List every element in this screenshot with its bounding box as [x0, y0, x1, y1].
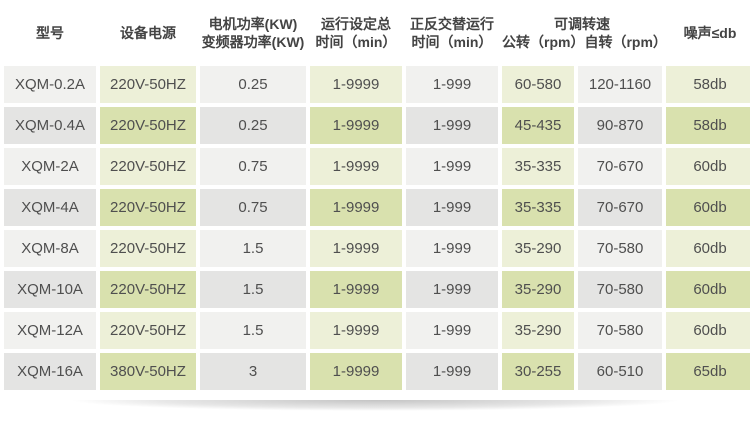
- table-body: XQM-0.2A 220V-50HZ 0.25 1-9999 1-999 60-580 12…: [4, 66, 750, 390]
- cell-motor-power: 1.5: [200, 230, 306, 267]
- cell-rotation: 70-670: [578, 148, 662, 185]
- header-run-time-line2: 时间（min）: [315, 34, 397, 50]
- cell-alt-time: 1-999: [406, 107, 498, 144]
- cell-motor-power: 3: [200, 353, 306, 390]
- cell-power-supply: 220V-50HZ: [100, 271, 196, 308]
- cell-noise: 58db: [666, 66, 750, 103]
- header-motor-power-line1: 电机功率(KW): [208, 15, 298, 32]
- table-header-row: 型号 设备电源 电机功率(KW) 变频器功率(KW) 运行设定总 时间（min）…: [4, 4, 750, 62]
- cell-alt-time: 1-999: [406, 66, 498, 103]
- table-row: XQM-10A 220V-50HZ 1.5 1-9999 1-999 35-290 70-5…: [4, 271, 750, 308]
- header-power-supply: 设备电源: [120, 24, 176, 41]
- cell-noise: 65db: [666, 353, 750, 390]
- cell-noise: 60db: [666, 312, 750, 349]
- cell-alt-time: 1-999: [406, 312, 498, 349]
- cell-noise: 58db: [666, 107, 750, 144]
- cell-power-supply: 220V-50HZ: [100, 312, 196, 349]
- cell-revolution: 45-435: [502, 107, 574, 144]
- cell-power-supply: 380V-50HZ: [100, 353, 196, 390]
- header-run-time: 运行设定总 时间（min）: [310, 4, 402, 62]
- header-model: 型号: [36, 24, 64, 41]
- cell-motor-power: 0.75: [200, 189, 306, 226]
- header-speed-rotation: 自转（rpm）: [584, 34, 667, 50]
- header-noise: 噪声≤db: [683, 24, 737, 41]
- cell-rotation: 90-870: [578, 107, 662, 144]
- cell-run-time: 1-9999: [310, 353, 402, 390]
- table-row: XQM-0.4A 220V-50HZ 0.25 1-9999 1-999 45-435 90…: [4, 107, 750, 144]
- header-speed-revolution: 公转（rpm）: [502, 34, 585, 50]
- cell-model: XQM-12A: [4, 312, 96, 349]
- header-alt-time: 正反交替运行 时间（min）: [406, 4, 498, 62]
- cell-motor-power: 0.25: [200, 66, 306, 103]
- cell-rotation: 70-580: [578, 271, 662, 308]
- cell-run-time: 1-9999: [310, 107, 402, 144]
- cell-alt-time: 1-999: [406, 353, 498, 390]
- cell-run-time: 1-9999: [310, 189, 402, 226]
- header-speed-group: 可调转速 公转（rpm） 自转（rpm）: [502, 4, 667, 62]
- cell-noise: 60db: [666, 230, 750, 267]
- cell-rotation: 70-670: [578, 189, 662, 226]
- cell-run-time: 1-9999: [310, 312, 402, 349]
- header-run-time-line1: 运行设定总: [321, 15, 391, 32]
- cell-power-supply: 220V-50HZ: [100, 107, 196, 144]
- header-alt-time-line2: 时间（min）: [411, 34, 493, 50]
- cell-run-time: 1-9999: [310, 66, 402, 103]
- cell-revolution: 35-335: [502, 189, 574, 226]
- table-row: XQM-16A 380V-50HZ 3 1-9999 1-999 30-255 60-510…: [4, 353, 750, 390]
- cell-power-supply: 220V-50HZ: [100, 148, 196, 185]
- cell-alt-time: 1-999: [406, 189, 498, 226]
- cell-revolution: 30-255: [502, 353, 574, 390]
- cell-revolution: 35-290: [502, 312, 574, 349]
- table-row: XQM-2A 220V-50HZ 0.75 1-9999 1-999 35-335 70-6…: [4, 148, 750, 185]
- header-alt-time-line1: 正反交替运行: [410, 15, 494, 32]
- cell-alt-time: 1-999: [406, 230, 498, 267]
- cell-alt-time: 1-999: [406, 148, 498, 185]
- cell-rotation: 120-1160: [578, 66, 662, 103]
- header-speed-group-label: 可调转速: [554, 15, 610, 32]
- cell-run-time: 1-9999: [310, 148, 402, 185]
- cell-noise: 60db: [666, 189, 750, 226]
- page-curl-shadow: [0, 400, 750, 420]
- cell-noise: 60db: [666, 148, 750, 185]
- cell-power-supply: 220V-50HZ: [100, 66, 196, 103]
- cell-model: XQM-4A: [4, 189, 96, 226]
- table-row: XQM-8A 220V-50HZ 1.5 1-9999 1-999 35-290 70-58…: [4, 230, 750, 267]
- cell-run-time: 1-9999: [310, 230, 402, 267]
- cell-model: XQM-8A: [4, 230, 96, 267]
- cell-power-supply: 220V-50HZ: [100, 230, 196, 267]
- cell-motor-power: 1.5: [200, 271, 306, 308]
- header-motor-power: 电机功率(KW) 变频器功率(KW): [200, 4, 306, 62]
- cell-revolution: 35-335: [502, 148, 574, 185]
- cell-motor-power: 0.75: [200, 148, 306, 185]
- cell-noise: 60db: [666, 271, 750, 308]
- cell-motor-power: 1.5: [200, 312, 306, 349]
- cell-motor-power: 0.25: [200, 107, 306, 144]
- cell-rotation: 70-580: [578, 312, 662, 349]
- table-row: XQM-12A 220V-50HZ 1.5 1-9999 1-999 35-290 70-5…: [4, 312, 750, 349]
- cell-alt-time: 1-999: [406, 271, 498, 308]
- cell-rotation: 70-580: [578, 230, 662, 267]
- cell-revolution: 35-290: [502, 230, 574, 267]
- cell-revolution: 60-580: [502, 66, 574, 103]
- cell-model: XQM-16A: [4, 353, 96, 390]
- cell-power-supply: 220V-50HZ: [100, 189, 196, 226]
- table-row: XQM-4A 220V-50HZ 0.75 1-9999 1-999 35-335 70-6…: [4, 189, 750, 226]
- header-motor-power-line2: 变频器功率(KW): [201, 34, 305, 50]
- cell-model: XQM-2A: [4, 148, 96, 185]
- table-row: XQM-0.2A 220V-50HZ 0.25 1-9999 1-999 60-580 12…: [4, 66, 750, 103]
- cell-model: XQM-0.2A: [4, 66, 96, 103]
- cell-revolution: 35-290: [502, 271, 574, 308]
- spec-table: 型号 设备电源 电机功率(KW) 变频器功率(KW) 运行设定总 时间（min）…: [4, 4, 750, 390]
- cell-model: XQM-0.4A: [4, 107, 96, 144]
- cell-run-time: 1-9999: [310, 271, 402, 308]
- cell-model: XQM-10A: [4, 271, 96, 308]
- cell-rotation: 60-510: [578, 353, 662, 390]
